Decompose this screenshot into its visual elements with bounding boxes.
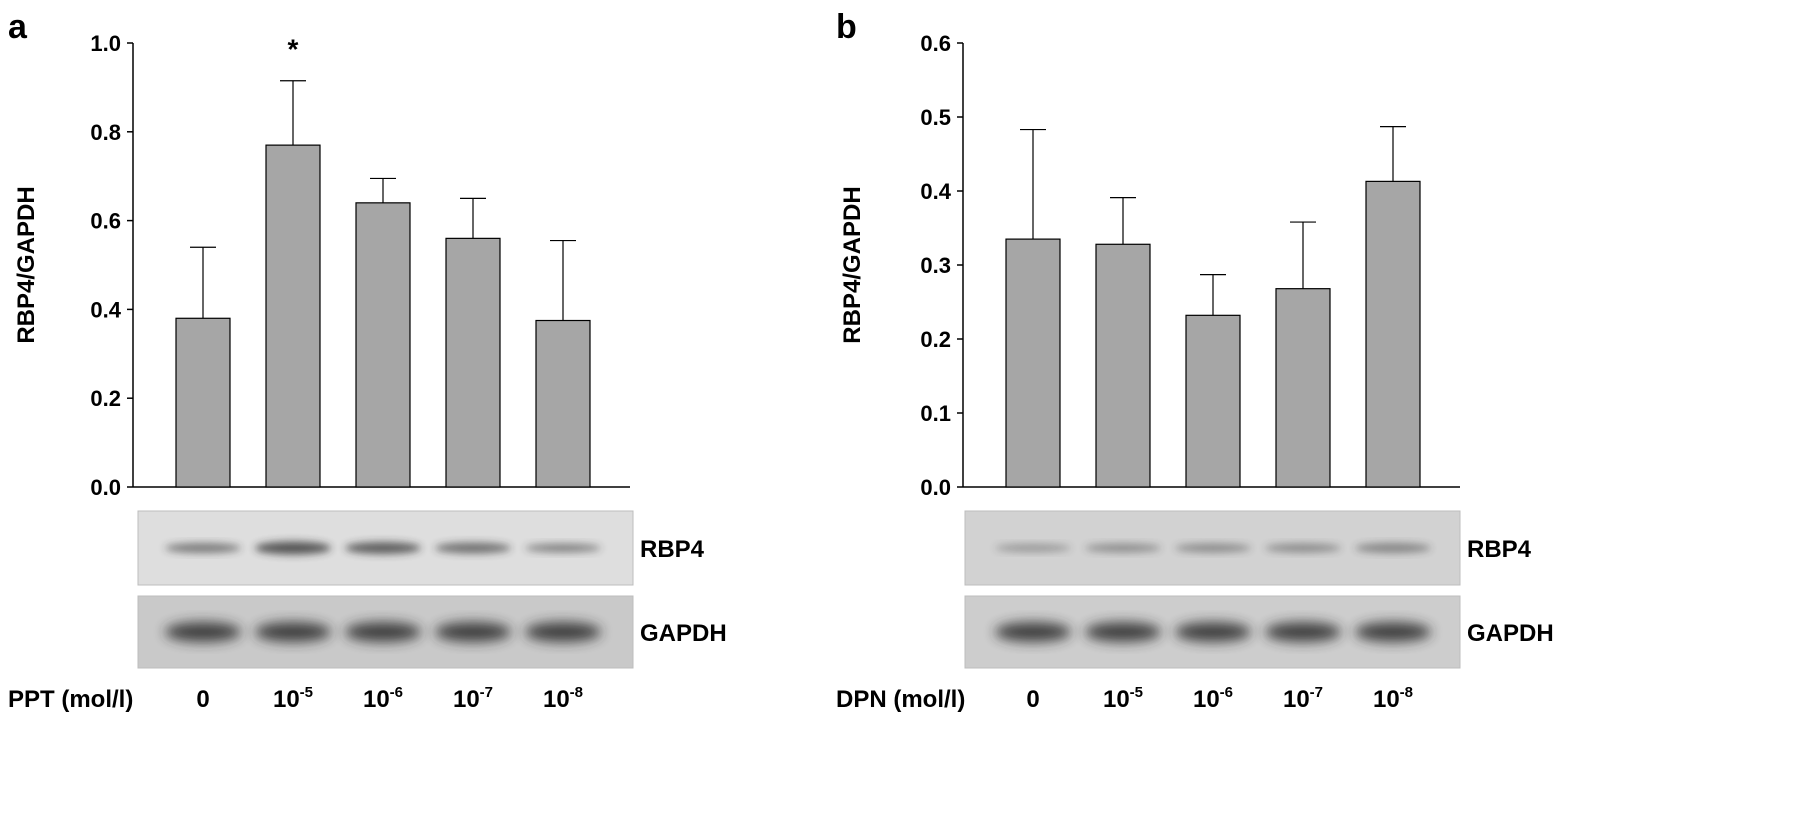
category-exponent: -8	[570, 684, 583, 701]
category-label-1: 10-5	[273, 684, 313, 713]
y-tick-label: 0.0	[920, 475, 951, 500]
category-label-2: 10-6	[1193, 684, 1233, 713]
bar-4	[1365, 180, 1421, 488]
category-exponent: -5	[1130, 684, 1143, 701]
x-axis-label: DPN (mol/l)	[836, 686, 965, 713]
category-base: 0	[196, 686, 209, 713]
blot-label: GAPDH	[640, 620, 727, 647]
blot-band	[1085, 622, 1161, 642]
blot-band	[1175, 543, 1251, 553]
blot-band	[1265, 543, 1341, 553]
blot-label: RBP4	[1467, 536, 1532, 563]
category-base: 10	[363, 686, 390, 713]
bar-1	[1095, 243, 1151, 488]
blot-band	[345, 542, 421, 554]
category-label-3: 10-7	[453, 684, 493, 713]
blot-band	[255, 541, 331, 555]
bar-4	[535, 319, 591, 488]
y-axis-label: RBP4/GAPDH	[13, 186, 40, 343]
bar-3	[1275, 288, 1331, 488]
y-axis-label: RBP4/GAPDH	[839, 186, 866, 343]
category-label-2: 10-6	[363, 684, 403, 713]
blot-band	[345, 622, 421, 642]
bar-2	[355, 202, 411, 488]
category-label-0: 0	[196, 686, 209, 713]
blot-label: RBP4	[640, 536, 705, 563]
western-blot-gapdh	[964, 595, 1461, 669]
y-tick-label: 0.3	[920, 253, 951, 278]
blot-band	[165, 543, 241, 553]
y-tick-label: 0.1	[920, 401, 951, 426]
panel-label: a	[8, 8, 28, 46]
category-exponent: -5	[300, 684, 313, 701]
y-tick-label: 0.4	[90, 297, 121, 322]
bar-0	[1005, 238, 1061, 488]
category-exponent: -7	[1310, 684, 1323, 701]
panel-label: b	[836, 8, 857, 46]
category-label-4: 10-8	[543, 684, 583, 713]
western-blot-gapdh	[137, 595, 634, 669]
category-base: 10	[543, 686, 570, 713]
blot-band	[1175, 622, 1251, 642]
y-tick-label: 0.2	[920, 327, 951, 352]
category-label-0: 0	[1026, 686, 1039, 713]
significance-star: *	[288, 34, 299, 65]
bar-3	[445, 237, 501, 488]
category-exponent: -8	[1400, 684, 1413, 701]
category-base: 10	[453, 686, 480, 713]
category-label-1: 10-5	[1103, 684, 1143, 713]
y-tick-label: 0.2	[90, 386, 121, 411]
category-exponent: -7	[480, 684, 493, 701]
blot-band	[1265, 622, 1341, 642]
y-tick-label: 0.0	[90, 475, 121, 500]
blot-band	[1355, 622, 1431, 642]
category-exponent: -6	[390, 684, 403, 701]
chart-panel-a: a RBP4/GAPDH 0.0 0.2 0.4 0.6 0.8 1.0 * RBP4 GAPDH P…	[8, 8, 727, 713]
chart-panel-b: b RBP4/GAPDH 0.0 0.1 0.2 0.3 0.4 0.5 0.6 RBP4 GAPD…	[836, 8, 1554, 713]
blot-band	[995, 622, 1071, 642]
blot-band	[435, 542, 511, 554]
category-base: 10	[1373, 686, 1400, 713]
category-base: 10	[1283, 686, 1310, 713]
x-axis-label: PPT (mol/l)	[8, 686, 133, 713]
category-base: 10	[1103, 686, 1130, 713]
y-tick-label: 1.0	[90, 31, 121, 56]
western-blot-rbp4	[964, 510, 1461, 586]
category-label-4: 10-8	[1373, 684, 1413, 713]
category-base: 10	[273, 686, 300, 713]
blot-label: GAPDH	[1467, 620, 1554, 647]
y-tick-label: 0.8	[90, 120, 121, 145]
y-tick-label: 0.6	[920, 31, 951, 56]
category-base: 0	[1026, 686, 1039, 713]
bar-1	[265, 144, 321, 488]
blot-band	[525, 543, 601, 553]
western-blot-rbp4	[137, 510, 634, 586]
bar-0	[175, 317, 231, 488]
blot-band	[995, 544, 1071, 552]
y-tick-label: 0.4	[920, 179, 951, 204]
blot-band	[1355, 543, 1431, 553]
blot-band	[1085, 543, 1161, 553]
category-base: 10	[1193, 686, 1220, 713]
blot-band	[435, 622, 511, 642]
category-exponent: -6	[1220, 684, 1233, 701]
blot-band	[525, 622, 601, 642]
y-tick-label: 0.6	[90, 209, 121, 234]
blot-band	[255, 622, 331, 642]
y-tick-label: 0.5	[920, 105, 951, 130]
panels-container: a RBP4/GAPDH 0.0 0.2 0.4 0.6 0.8 1.0 * RBP4 GAPDH P…	[8, 8, 1554, 713]
blot-band	[165, 622, 241, 642]
bar-2	[1185, 314, 1241, 488]
category-label-3: 10-7	[1283, 684, 1323, 713]
